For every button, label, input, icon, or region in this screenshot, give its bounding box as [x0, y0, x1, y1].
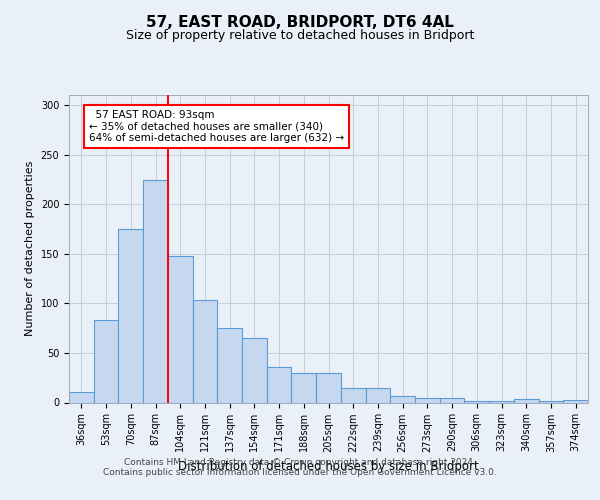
- Bar: [267, 367, 292, 402]
- Bar: [168, 256, 193, 402]
- Bar: [69, 392, 94, 402]
- Text: Contains public sector information licensed under the Open Government Licence v3: Contains public sector information licen…: [103, 468, 497, 477]
- Bar: [464, 400, 489, 402]
- Text: Size of property relative to detached houses in Bridport: Size of property relative to detached ho…: [126, 30, 474, 43]
- X-axis label: Distribution of detached houses by size in Bridport: Distribution of detached houses by size …: [178, 460, 479, 473]
- Text: 57, EAST ROAD, BRIDPORT, DT6 4AL: 57, EAST ROAD, BRIDPORT, DT6 4AL: [146, 15, 454, 30]
- Bar: [514, 398, 539, 402]
- Bar: [563, 400, 588, 402]
- Bar: [193, 300, 217, 402]
- Bar: [242, 338, 267, 402]
- Y-axis label: Number of detached properties: Number of detached properties: [25, 161, 35, 336]
- Bar: [292, 372, 316, 402]
- Bar: [118, 229, 143, 402]
- Bar: [341, 388, 365, 402]
- Bar: [94, 320, 118, 402]
- Bar: [316, 372, 341, 402]
- Bar: [365, 388, 390, 402]
- Text: 57 EAST ROAD: 93sqm
← 35% of detached houses are smaller (340)
64% of semi-detac: 57 EAST ROAD: 93sqm ← 35% of detached ho…: [89, 110, 344, 143]
- Bar: [539, 400, 563, 402]
- Bar: [489, 400, 514, 402]
- Text: Contains HM Land Registry data © Crown copyright and database right 2024.: Contains HM Land Registry data © Crown c…: [124, 458, 476, 467]
- Bar: [390, 396, 415, 402]
- Bar: [440, 398, 464, 402]
- Bar: [217, 328, 242, 402]
- Bar: [143, 180, 168, 402]
- Bar: [415, 398, 440, 402]
